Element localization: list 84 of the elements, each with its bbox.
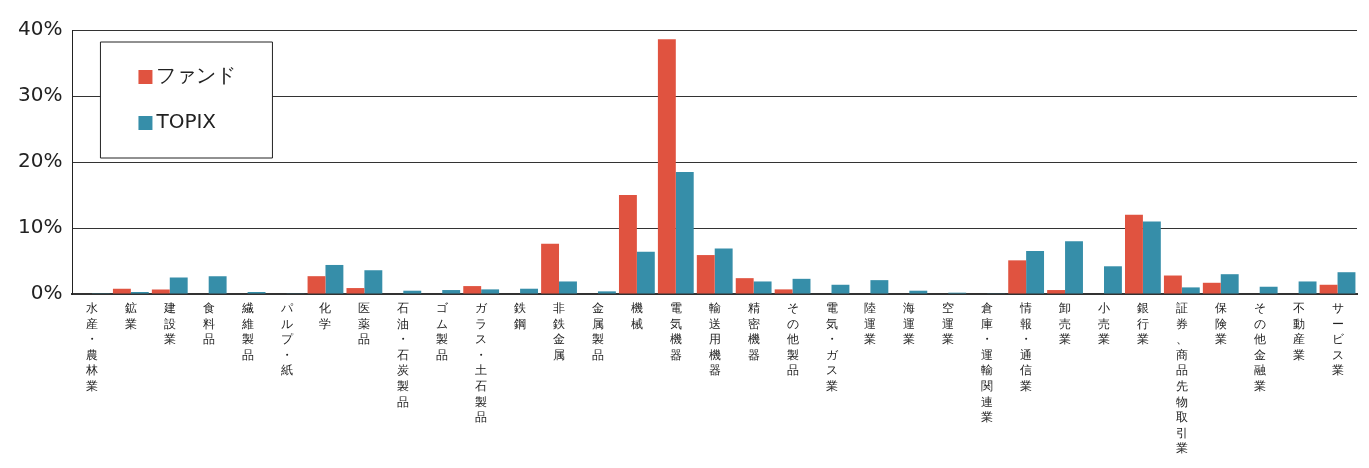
bar xyxy=(1181,287,1200,294)
x-tick-label: ゴム製品 xyxy=(436,300,450,362)
x-tick-label: 電気機器 xyxy=(669,300,682,362)
bar xyxy=(1337,272,1356,294)
bar xyxy=(675,171,694,294)
bar xyxy=(1026,251,1045,294)
y-tick-label: 0% xyxy=(30,280,63,305)
bar xyxy=(753,281,772,294)
bar xyxy=(909,290,928,294)
bar xyxy=(481,289,500,294)
bar xyxy=(559,281,577,294)
x-tick-label: 保険業 xyxy=(1214,300,1227,347)
x-tick-label: 非鉄金属 xyxy=(553,300,566,362)
bar xyxy=(346,288,365,294)
bar xyxy=(520,288,538,294)
bar xyxy=(1125,214,1143,294)
bar xyxy=(774,289,793,294)
bar xyxy=(169,277,188,294)
x-tick-label: 鉱業 xyxy=(124,300,137,331)
bar xyxy=(870,280,889,294)
x-tick-label: その他製品 xyxy=(786,300,799,378)
bar xyxy=(1202,282,1221,294)
bar xyxy=(1065,241,1083,294)
bar xyxy=(112,288,131,294)
x-tick-label: 卸売業 xyxy=(1059,300,1072,347)
y-tick-label: 10% xyxy=(18,214,63,239)
bar xyxy=(541,243,560,294)
x-tick-label: 空運業 xyxy=(942,300,955,347)
bar xyxy=(618,195,637,294)
bar xyxy=(1142,221,1161,294)
category-label: 証券、商品先物取引業 xyxy=(1175,300,1188,456)
x-tick-label: ガラス・土石製品 xyxy=(475,300,489,425)
x-tick-label: 鉄鋼 xyxy=(514,300,527,331)
x-tick-label: 金属製品 xyxy=(591,300,604,362)
bar xyxy=(1259,286,1278,294)
bar xyxy=(442,290,461,294)
legend-label: ファンド xyxy=(156,63,237,88)
x-tick-label: 化学 xyxy=(319,300,332,331)
bar xyxy=(1008,260,1027,294)
bar xyxy=(1047,290,1066,294)
bar xyxy=(463,286,482,294)
y-tick-label: 30% xyxy=(18,82,63,107)
x-tick-label: 水産・農林業 xyxy=(84,300,98,393)
bar xyxy=(1163,275,1182,294)
x-tick-label: 医薬品 xyxy=(358,300,371,347)
bar xyxy=(1319,284,1338,294)
y-tick-label: 20% xyxy=(18,148,63,173)
bar xyxy=(208,276,227,294)
x-tick-label: 食料品 xyxy=(202,300,215,347)
bar xyxy=(151,289,170,294)
y-tick-label: 40% xyxy=(18,16,63,41)
bar xyxy=(597,291,616,294)
x-tick-label: 石油・石炭製品 xyxy=(397,300,410,409)
bar xyxy=(325,264,344,294)
x-tick-label: 精密機器 xyxy=(747,300,760,362)
bar xyxy=(364,270,383,294)
bar xyxy=(735,278,754,294)
x-tick-label: 繊維製品 xyxy=(240,300,254,362)
bar xyxy=(1220,274,1239,294)
x-tick-label: その他金融業 xyxy=(1253,300,1266,393)
x-tick-label: 輸送用機器 xyxy=(708,300,721,378)
bar xyxy=(1298,281,1317,294)
x-tick-label: 不動産業 xyxy=(1292,300,1305,362)
bar xyxy=(636,251,655,294)
bar xyxy=(831,284,850,294)
bar xyxy=(657,39,676,294)
x-tick-label: 電気・ガス業 xyxy=(825,300,839,393)
x-tick-label: 海運業 xyxy=(903,300,916,347)
x-tick-label: 陸運業 xyxy=(864,300,877,347)
x-tick-label: 小売業 xyxy=(1097,300,1110,347)
x-tick-label: 倉庫・運輸関連業 xyxy=(981,300,994,425)
x-tick-label: サービス業 xyxy=(1331,300,1345,378)
x-tick-label: 機械 xyxy=(630,300,643,331)
x-tick-label: 情報・通信業 xyxy=(1019,300,1033,393)
bar xyxy=(307,276,326,294)
x-tick-label: 銀行業 xyxy=(1136,300,1149,347)
bar xyxy=(403,290,422,294)
bar xyxy=(792,278,811,294)
legend-label: TOPIX xyxy=(155,109,217,134)
x-tick-label: 建設業 xyxy=(162,300,176,347)
bar xyxy=(714,248,733,294)
bar xyxy=(696,255,715,294)
x-tick-label: パルプ・紙 xyxy=(279,300,294,378)
bar xyxy=(1103,266,1122,294)
